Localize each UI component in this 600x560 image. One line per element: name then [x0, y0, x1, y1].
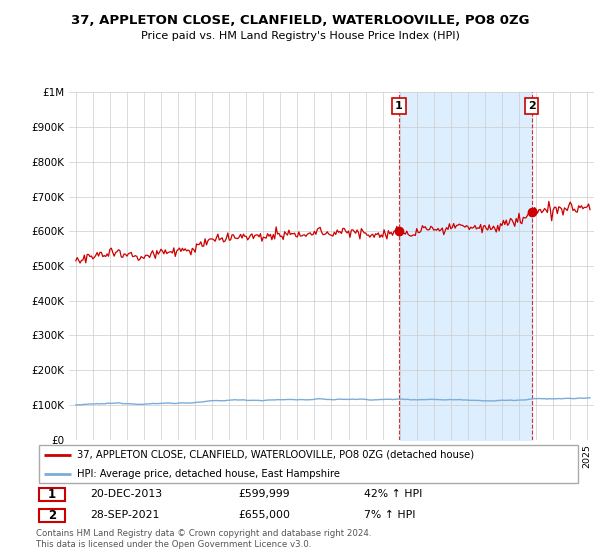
Text: 7% ↑ HPI: 7% ↑ HPI: [364, 510, 415, 520]
Text: £655,000: £655,000: [238, 510, 290, 520]
Text: 37, APPLETON CLOSE, CLANFIELD, WATERLOOVILLE, PO8 0ZG (detached house): 37, APPLETON CLOSE, CLANFIELD, WATERLOOV…: [77, 450, 474, 460]
Text: 2: 2: [528, 101, 536, 111]
Text: 37, APPLETON CLOSE, CLANFIELD, WATERLOOVILLE, PO8 0ZG: 37, APPLETON CLOSE, CLANFIELD, WATERLOOV…: [71, 14, 529, 27]
Text: HPI: Average price, detached house, East Hampshire: HPI: Average price, detached house, East…: [77, 469, 340, 478]
FancyBboxPatch shape: [39, 488, 65, 501]
Text: 1: 1: [48, 488, 56, 501]
Text: 28-SEP-2021: 28-SEP-2021: [91, 510, 160, 520]
Text: £599,999: £599,999: [238, 489, 290, 499]
FancyBboxPatch shape: [39, 509, 65, 521]
Text: 20-DEC-2013: 20-DEC-2013: [91, 489, 163, 499]
Text: Price paid vs. HM Land Registry's House Price Index (HPI): Price paid vs. HM Land Registry's House …: [140, 31, 460, 41]
Text: 2: 2: [48, 508, 56, 522]
Text: Contains HM Land Registry data © Crown copyright and database right 2024.
This d: Contains HM Land Registry data © Crown c…: [36, 529, 371, 549]
Text: 1: 1: [395, 101, 403, 111]
Text: 42% ↑ HPI: 42% ↑ HPI: [364, 489, 422, 499]
FancyBboxPatch shape: [39, 445, 578, 483]
